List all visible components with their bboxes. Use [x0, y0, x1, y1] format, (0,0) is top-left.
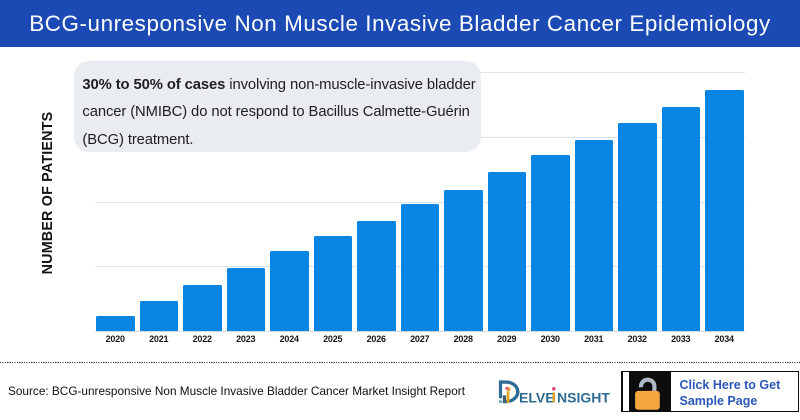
- svg-text:NSIGHT: NSIGHT: [557, 389, 610, 405]
- svg-text:ELVE: ELVE: [519, 389, 555, 405]
